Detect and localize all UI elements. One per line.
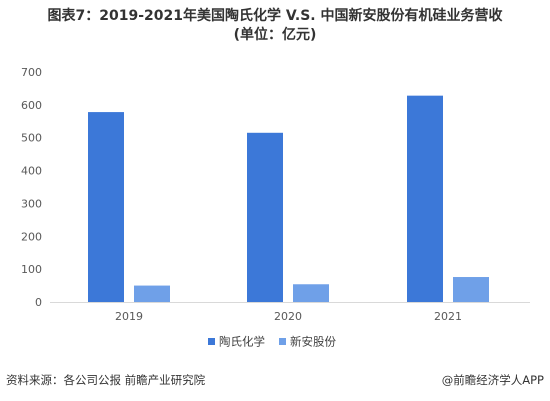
y-tick-label: 200: [21, 230, 42, 243]
legend-swatch: [208, 338, 215, 345]
source-note: 资料来源：各公司公报 前瞻产业研究院: [6, 373, 206, 387]
legend-label: 新安股份: [290, 335, 336, 349]
chart-title: 图表7：2019-2021年美国陶氏化学 V.S. 中国新安股份有机硅业务营收: [47, 8, 503, 24]
bar-陶氏化学-2020: [247, 132, 283, 302]
x-tick-label: 2021: [434, 310, 462, 323]
y-tick-label: 100: [21, 263, 42, 276]
y-tick-label: 600: [21, 99, 42, 112]
bar-新安股份-2020: [293, 284, 329, 302]
x-tick-label: 2019: [115, 310, 143, 323]
brand-credit: @前瞻经济学人APP: [441, 373, 544, 387]
bar-陶氏化学-2021: [407, 95, 443, 303]
y-tick-label: 0: [35, 296, 42, 309]
y-tick-label: 400: [21, 165, 42, 178]
chart-subtitle: (单位：亿元): [233, 27, 317, 43]
y-tick-label: 500: [21, 132, 42, 145]
y-tick-label: 700: [21, 66, 42, 79]
bar-新安股份-2021: [453, 277, 489, 302]
y-tick-label: 300: [21, 197, 42, 210]
legend-swatch: [279, 338, 286, 345]
bar-陶氏化学-2019: [88, 112, 124, 302]
legend-label: 陶氏化学: [219, 335, 265, 349]
x-tick-label: 2020: [274, 310, 302, 323]
bar-新安股份-2019: [134, 285, 170, 302]
